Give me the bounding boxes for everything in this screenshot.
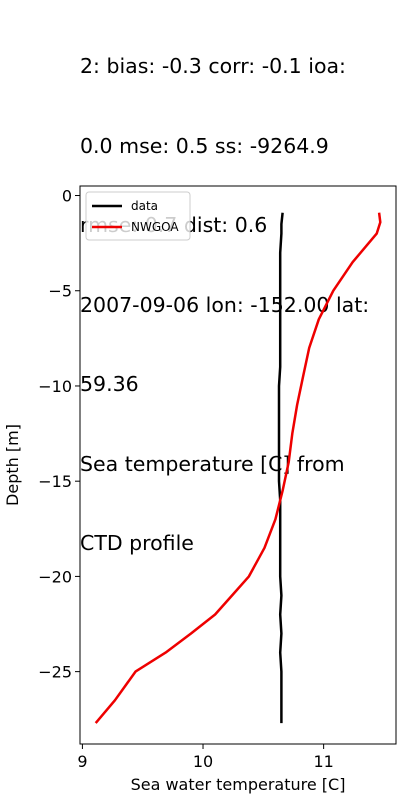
y-tick-label: 0 xyxy=(62,187,72,206)
title-line: Sea temperature [C] from xyxy=(80,451,345,476)
x-tick-label: 10 xyxy=(193,752,213,771)
title-line: 59.36 xyxy=(80,372,139,396)
y-axis-label: Depth [m] xyxy=(3,424,22,506)
x-tick-label: 9 xyxy=(77,752,87,771)
y-tick-label: −25 xyxy=(38,663,72,682)
series-line-nwgoa xyxy=(94,212,382,724)
title-line: 2: bias: -0.3 corr: -0.1 ioa: xyxy=(80,54,346,78)
y-tick-label: −10 xyxy=(38,377,72,396)
y-tick-label: −5 xyxy=(48,282,72,301)
y-tick-label: −20 xyxy=(38,567,72,586)
x-tick-label: 11 xyxy=(313,752,333,771)
legend-label-data: data xyxy=(131,199,158,213)
title-line: 0.0 mse: 0.5 ss: -9264.9 xyxy=(80,133,329,158)
series-layer xyxy=(94,212,382,724)
x-axis-label: Sea water temperature [C] xyxy=(131,775,346,794)
chart-title: 2: bias: -0.3 corr: -0.1 ioa: 0.0 mse: 0… xyxy=(80,0,398,583)
y-tick-label: −15 xyxy=(38,472,72,491)
plot-frame xyxy=(79,185,397,745)
legend: data NWGOA xyxy=(85,191,191,241)
series-line-data xyxy=(277,212,284,724)
ticks-layer: 9 10 11 0 −5 −10 −15 −20 −25 xyxy=(38,187,334,771)
legend-label-nwgoa: NWGOA xyxy=(131,220,179,234)
title-line: CTD profile xyxy=(80,531,194,555)
